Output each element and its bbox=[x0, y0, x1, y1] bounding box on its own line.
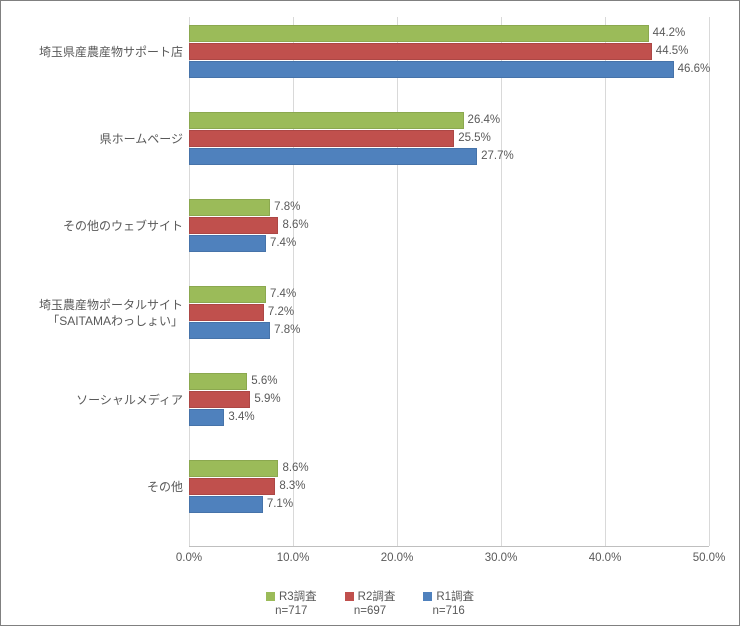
x-tick-label: 40.0% bbox=[589, 552, 622, 564]
category-label: ソーシャルメディア bbox=[9, 392, 183, 408]
x-tick-label: 0.0% bbox=[176, 552, 202, 564]
bar-value-label: 8.6% bbox=[282, 460, 308, 477]
bar-value-label: 8.6% bbox=[282, 217, 308, 234]
bar-value-label: 7.1% bbox=[267, 496, 293, 513]
gridline bbox=[397, 17, 398, 546]
bar-R1 bbox=[189, 409, 224, 426]
legend-n: n=697 bbox=[354, 605, 386, 617]
category-label: 県ホームページ bbox=[9, 131, 183, 147]
bar-R2 bbox=[189, 478, 275, 495]
x-tick-label: 10.0% bbox=[277, 552, 310, 564]
bar-R2 bbox=[189, 130, 454, 147]
chart-container: 0.0% 10.0% 20.0% 30.0% 40.0% 50.0% 44.2%44.5%4… bbox=[0, 0, 740, 626]
bar-value-label: 46.6% bbox=[678, 61, 711, 78]
legend-label: R1調査 bbox=[436, 588, 474, 604]
bar-R1 bbox=[189, 61, 674, 78]
bar-value-label: 7.4% bbox=[270, 235, 296, 252]
bar-R1 bbox=[189, 148, 477, 165]
gridline bbox=[605, 17, 606, 546]
category-label: 埼玉県産農産物サポート店 bbox=[9, 44, 183, 60]
bar-R2 bbox=[189, 217, 278, 234]
plot-area: 0.0%10.0%20.0%30.0%40.0%50.0%44.2%44.5%4… bbox=[189, 17, 709, 547]
bar-value-label: 44.2% bbox=[653, 25, 686, 42]
legend-n: n=717 bbox=[275, 605, 307, 617]
legend-item: R1調査n=716 bbox=[423, 588, 474, 617]
gridline bbox=[709, 17, 710, 546]
legend-swatch bbox=[266, 592, 275, 601]
bar-value-label: 25.5% bbox=[458, 130, 491, 147]
bar-value-label: 44.5% bbox=[656, 43, 689, 60]
category-label: その他のウェブサイト bbox=[9, 218, 183, 234]
bar-R1 bbox=[189, 322, 270, 339]
bar-value-label: 3.4% bbox=[228, 409, 254, 426]
bar-value-label: 7.4% bbox=[270, 286, 296, 303]
legend: R3調査n=717 R2調査n=697 R1調査n=716 bbox=[1, 588, 739, 617]
bar-value-label: 7.2% bbox=[268, 304, 294, 321]
category-label: 埼玉農産物ポータルサイト 「SAITAMAわっしょい」 bbox=[9, 297, 183, 329]
bar-R3 bbox=[189, 112, 464, 129]
legend-swatch bbox=[423, 592, 432, 601]
bar-value-label: 8.3% bbox=[279, 478, 305, 495]
bar-R3 bbox=[189, 286, 266, 303]
legend-label: R3調査 bbox=[279, 588, 317, 604]
bar-R1 bbox=[189, 496, 263, 513]
bar-R3 bbox=[189, 25, 649, 42]
bar-value-label: 26.4% bbox=[468, 112, 501, 129]
x-tick-label: 50.0% bbox=[693, 552, 726, 564]
bar-R2 bbox=[189, 304, 264, 321]
bar-R3 bbox=[189, 199, 270, 216]
bar-value-label: 5.6% bbox=[251, 373, 277, 390]
bar-value-label: 7.8% bbox=[274, 322, 300, 339]
bar-value-label: 27.7% bbox=[481, 148, 514, 165]
x-tick-label: 30.0% bbox=[485, 552, 518, 564]
bar-R3 bbox=[189, 373, 247, 390]
category-label: その他 bbox=[9, 479, 183, 495]
legend-item: R3調査n=717 bbox=[266, 588, 317, 617]
gridline bbox=[501, 17, 502, 546]
legend-swatch bbox=[345, 592, 354, 601]
bar-R1 bbox=[189, 235, 266, 252]
legend-n: n=716 bbox=[433, 605, 465, 617]
bar-R2 bbox=[189, 391, 250, 408]
legend-label: R2調査 bbox=[358, 588, 396, 604]
x-tick-label: 20.0% bbox=[381, 552, 414, 564]
bar-R2 bbox=[189, 43, 652, 60]
legend-item: R2調査n=697 bbox=[345, 588, 396, 617]
bar-R3 bbox=[189, 460, 278, 477]
bar-value-label: 7.8% bbox=[274, 199, 300, 216]
bar-value-label: 5.9% bbox=[254, 391, 280, 408]
